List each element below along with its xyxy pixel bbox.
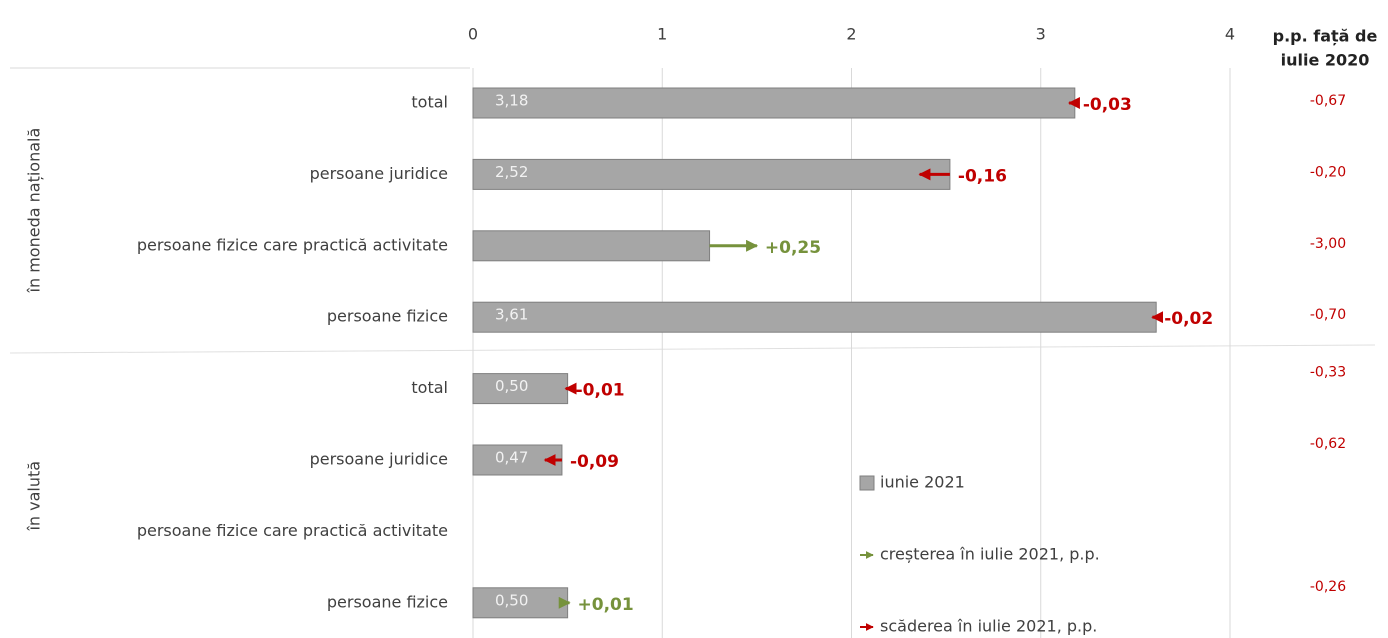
x-tick-label: 2 — [846, 25, 856, 44]
legend-swatch — [859, 475, 875, 491]
y-tick-label: persoane fizice — [327, 307, 448, 326]
bar — [472, 587, 569, 619]
value-label: 2,52 — [495, 163, 528, 181]
change-label: +0,01 — [578, 595, 634, 615]
bar — [472, 301, 1157, 333]
right-title: p.p. față de — [1273, 27, 1378, 46]
bar — [472, 230, 711, 262]
change-label: -0,16 — [958, 166, 1007, 186]
right-value: -0,70 — [1310, 307, 1346, 323]
value-label: 0,50 — [495, 591, 528, 609]
separator — [9, 344, 1376, 354]
group-label: în moneda națională — [25, 128, 44, 294]
y-tick-label: total — [411, 378, 448, 397]
right-value: -3,00 — [1310, 236, 1346, 252]
value-label: 3,61 — [495, 306, 528, 324]
legend-label: creșterea în iulie 2021, p.p. — [880, 545, 1100, 564]
y-tick-label: persoane fizice care practică activitate — [137, 235, 448, 254]
x-tick-label: 1 — [657, 25, 667, 44]
y-tick-label: persoane fizice — [327, 592, 448, 611]
x-tick-label: 0 — [468, 25, 478, 44]
change-label: -0,02 — [1164, 309, 1213, 329]
y-tick-label: persoane juridice — [310, 164, 448, 183]
right-value: -0,67 — [1310, 93, 1346, 109]
y-tick-label: persoane fizice care practică activitate — [137, 521, 448, 540]
value-label: 0,50 — [495, 377, 528, 395]
bar — [472, 87, 1076, 119]
x-tick-label: 3 — [1036, 25, 1046, 44]
bar — [472, 158, 951, 190]
group-label: în valută — [25, 461, 44, 532]
right-value: -0,26 — [1310, 579, 1346, 595]
value-label: 3,18 — [495, 92, 528, 110]
right-value: -0,33 — [1310, 365, 1346, 381]
right-value: -0,62 — [1310, 436, 1346, 452]
change-label: -0,01 — [576, 381, 625, 401]
change-label: +0,25 — [765, 238, 821, 258]
x-tick-label: 4 — [1225, 25, 1235, 44]
legend-label: scăderea în iulie 2021, p.p. — [880, 617, 1097, 636]
y-tick-label: total — [411, 93, 448, 112]
value-label: 0,47 — [495, 449, 528, 467]
right-value: -0,20 — [1310, 164, 1346, 180]
change-label: -0,09 — [570, 452, 619, 472]
change-label: -0,03 — [1083, 95, 1132, 115]
legend-label: iunie 2021 — [880, 473, 965, 492]
right-title: iulie 2020 — [1281, 51, 1370, 70]
y-tick-label: persoane juridice — [310, 450, 448, 469]
